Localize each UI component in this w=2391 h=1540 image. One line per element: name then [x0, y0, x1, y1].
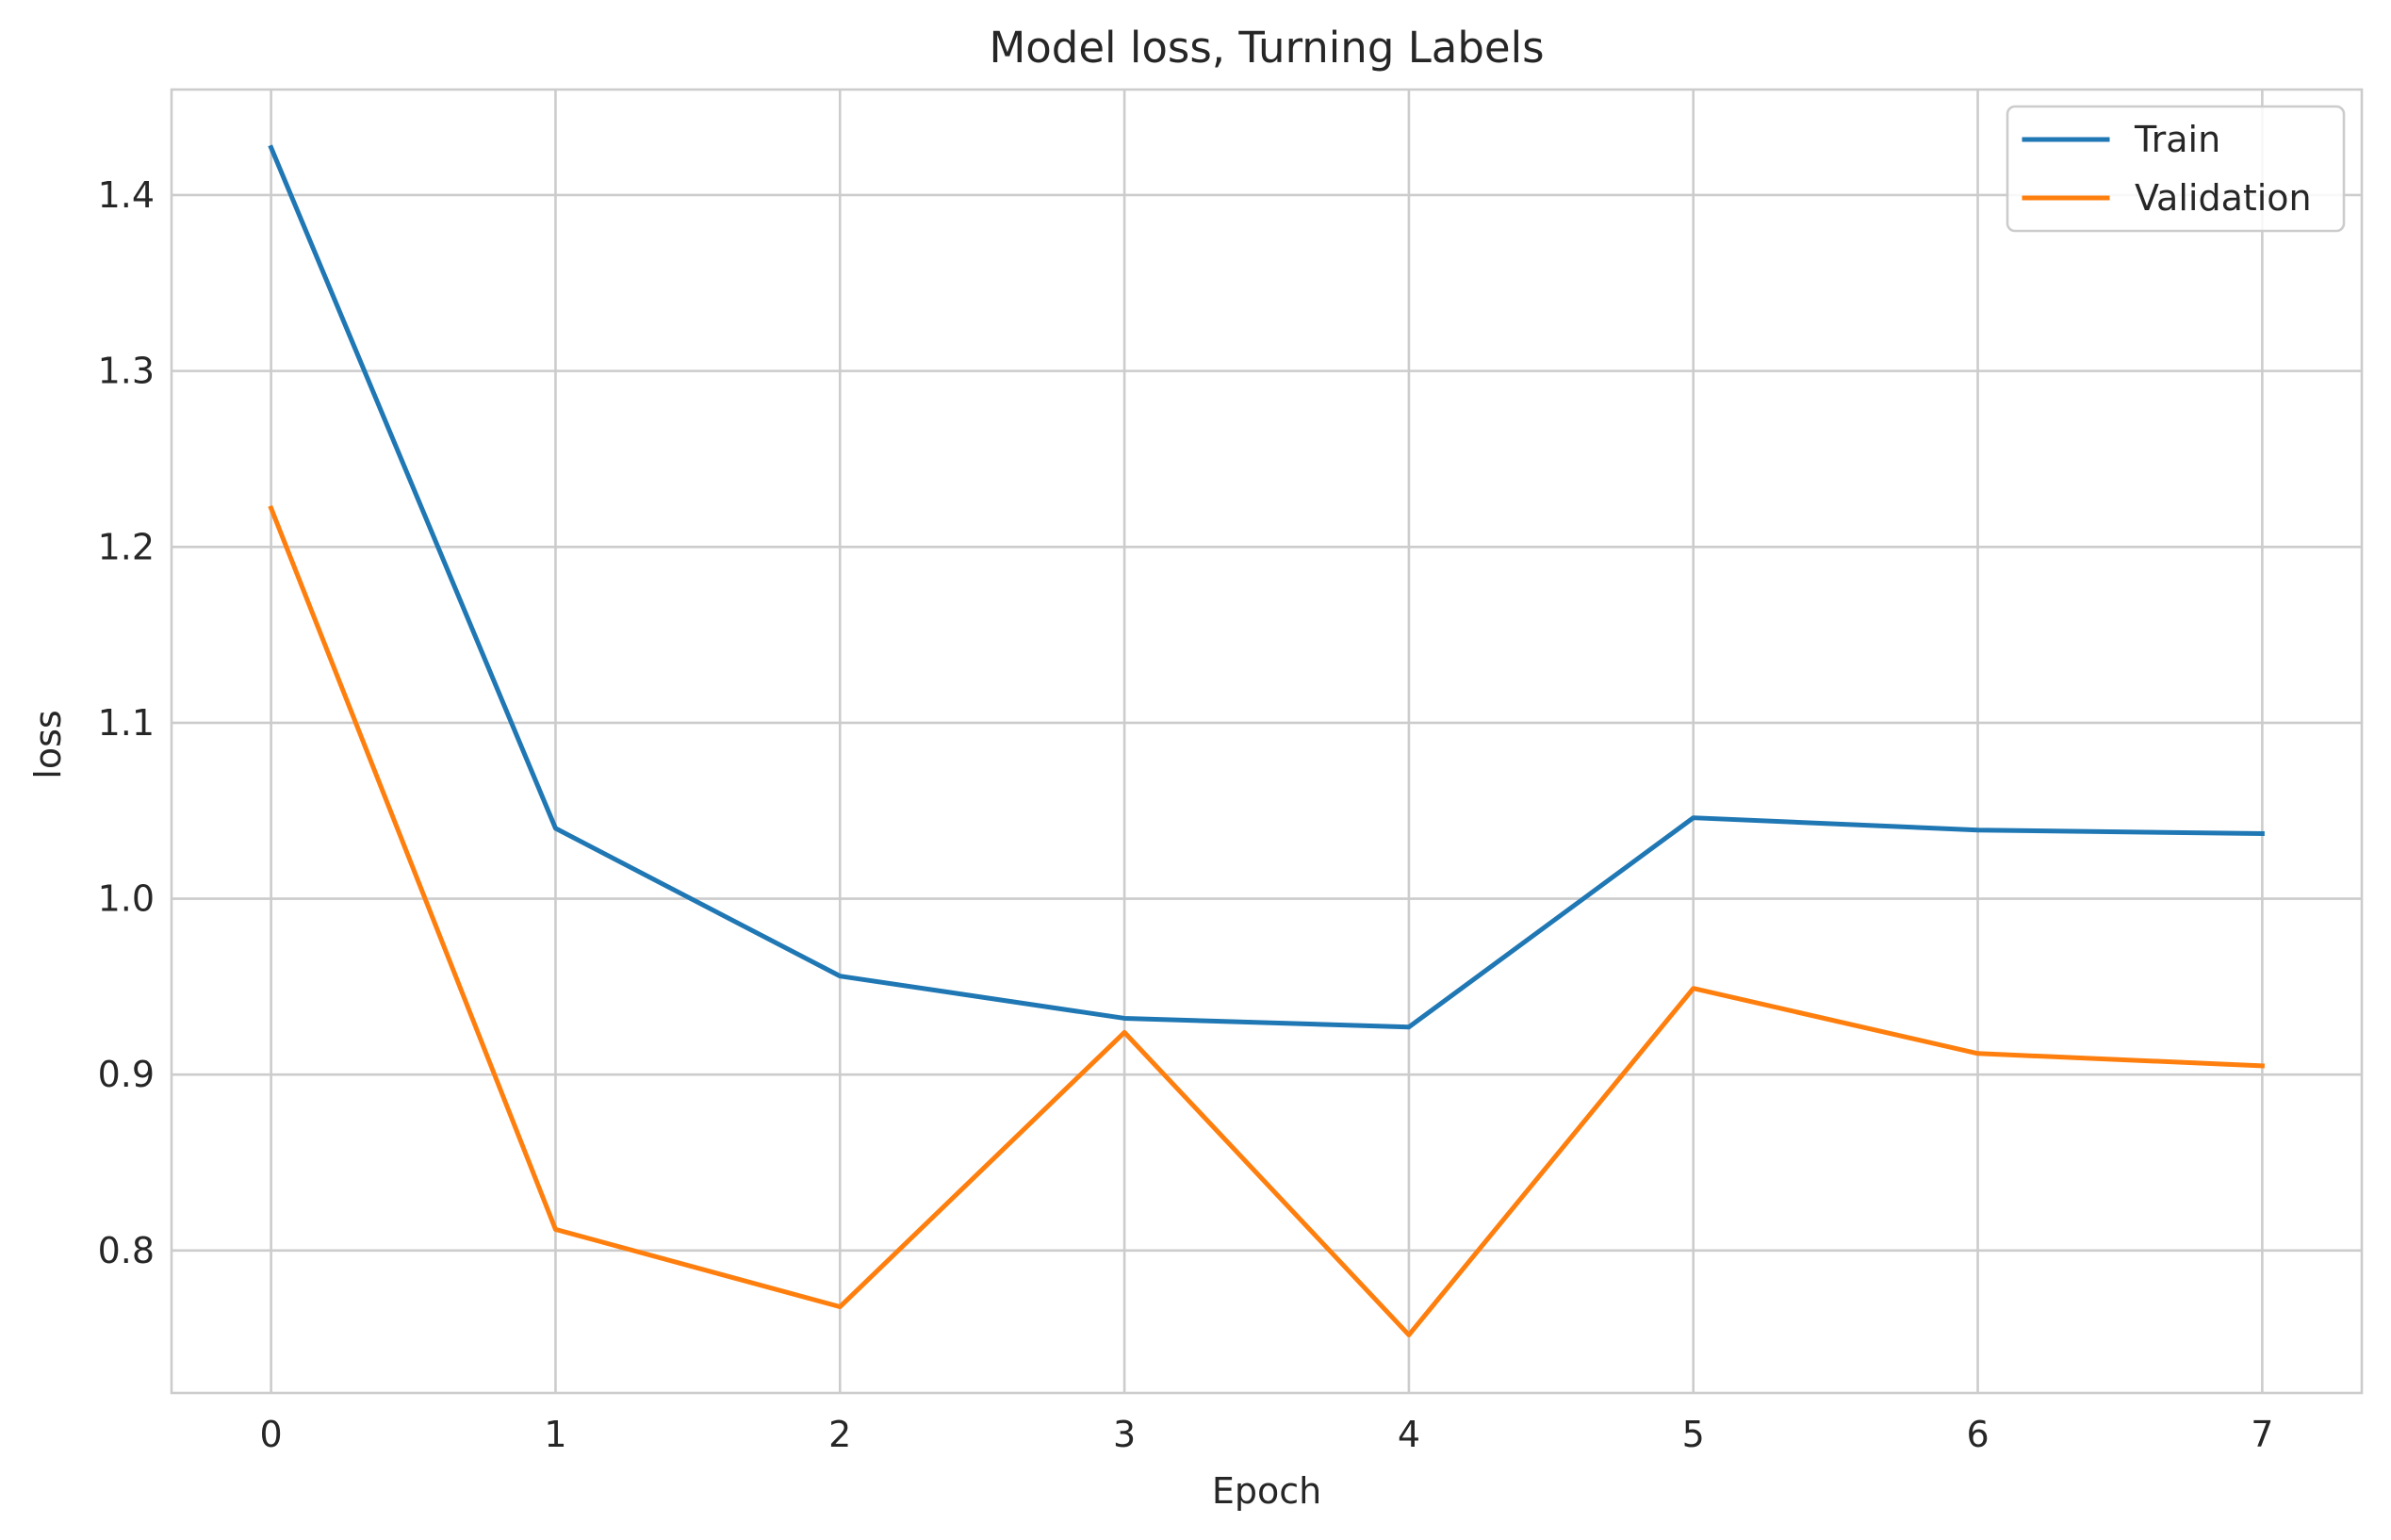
x-axis-title: Epoch: [1212, 1470, 1321, 1512]
x-tick-labels: 0 1 2 3 4 5 6 7: [260, 1414, 2274, 1455]
chart-title: Model loss, Turning Labels: [989, 23, 1544, 73]
grid: [172, 90, 2362, 1393]
x-tick-label: 1: [544, 1414, 566, 1455]
x-tick-label: 0: [260, 1414, 283, 1455]
y-tick-label: 1.2: [98, 526, 155, 567]
y-tick-label: 1.0: [98, 878, 155, 920]
x-tick-label: 2: [828, 1414, 851, 1455]
x-tick-label: 6: [1966, 1414, 1989, 1455]
x-tick-label: 4: [1398, 1414, 1420, 1455]
y-axis-title: loss: [27, 710, 69, 778]
legend-label-train: Train: [2134, 119, 2220, 160]
x-tick-label: 3: [1113, 1414, 1136, 1455]
y-tick-label: 0.8: [98, 1230, 155, 1271]
x-tick-label: 7: [2251, 1414, 2273, 1455]
y-tick-label: 1.4: [98, 174, 155, 216]
y-tick-labels: 0.8 0.9 1.0 1.1 1.2 1.3 1.4: [98, 174, 155, 1271]
y-tick-label: 1.3: [98, 351, 155, 392]
legend-label-validation: Validation: [2135, 177, 2312, 219]
series-lines: [268, 144, 2265, 1337]
x-tick-label: 5: [1682, 1414, 1705, 1455]
series-line-train: [268, 144, 2265, 1030]
series-line-validation: [268, 504, 2265, 1337]
y-tick-label: 0.9: [98, 1054, 155, 1095]
plot-frame: [170, 88, 2364, 1395]
legend: Train Validation: [2006, 105, 2346, 233]
y-tick-label: 1.1: [98, 702, 155, 744]
